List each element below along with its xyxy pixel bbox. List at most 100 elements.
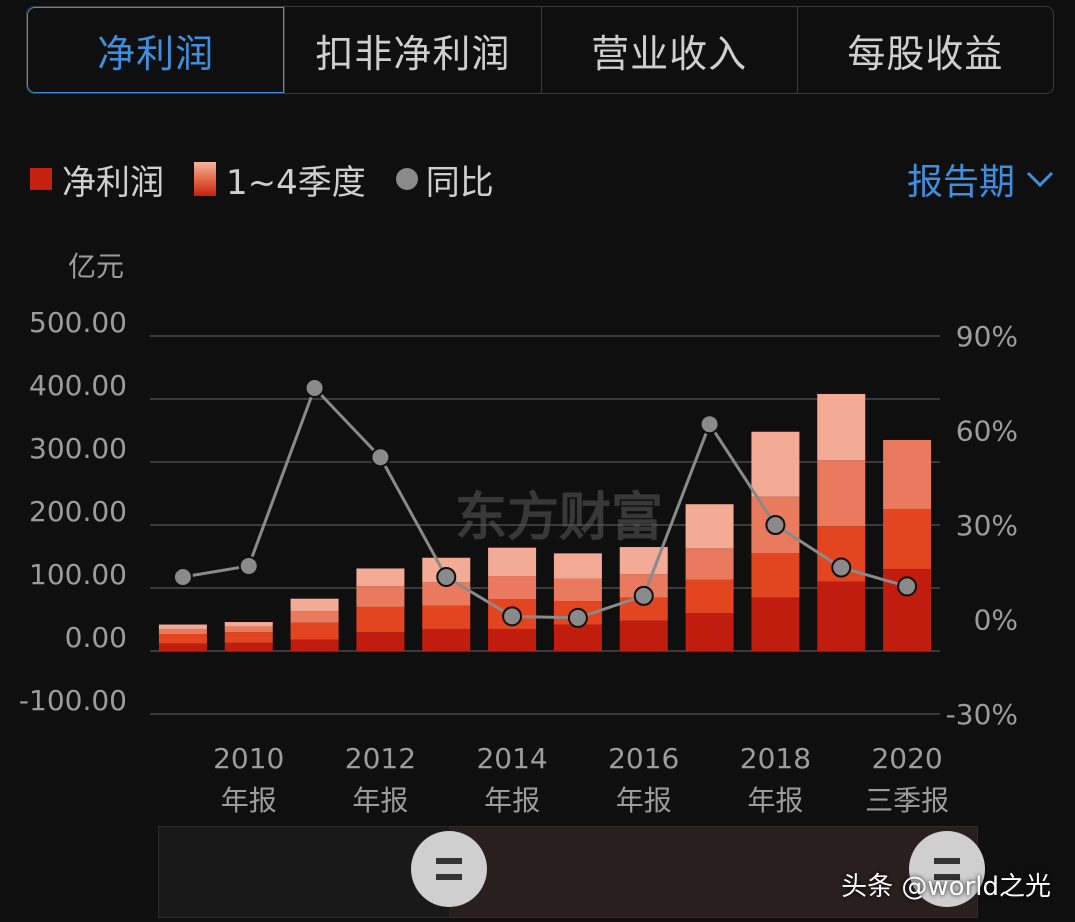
net-profit-chart: 东方财富 500.00 400.00 300.00 200.00 100.00 0.00 -… [19,250,1018,817]
bar-q2-2009[interactable] [158,633,207,644]
range-slider[interactable] [158,826,978,918]
bar-q3-2012[interactable] [356,586,405,607]
bar-q3-2015[interactable] [553,578,602,602]
bar-q1-2016[interactable] [619,620,668,651]
bar-q1-2013[interactable] [422,628,471,651]
x-tick-label-type: 年报 [484,784,540,817]
bar-q2-2010[interactable] [224,632,273,643]
yoy-point-2013[interactable] [436,566,457,587]
tab-2[interactable]: 营业收入 [540,7,797,93]
bar-q4-2017[interactable] [685,504,734,549]
y-right-tick-label: 90% [956,320,1018,353]
range-end-handle[interactable] [909,831,985,907]
y-left-tick-label: 300.00 [29,432,127,465]
x-tick-label-year: 2020 [871,742,942,775]
x-tick-label-year: 2016 [608,742,679,775]
grip-icon [934,858,960,880]
bar-q1-2019[interactable] [817,581,866,651]
y-left-tick-label: 0.00 [65,621,127,654]
chart-legend: 净利润 1~4季度 同比 [30,155,524,203]
bar-q1-2018[interactable] [751,597,800,651]
y-left-tick-label: -100.00 [19,684,127,717]
yoy-point-2017[interactable] [699,414,720,435]
bar-q4-2011[interactable] [290,598,339,612]
bar-q1-2014[interactable] [488,628,537,651]
bar-q4-2019[interactable] [817,393,866,461]
y-right-tick-label: -30% [946,698,1018,731]
bar-q4-2015[interactable] [553,553,602,579]
yoy-line [182,385,908,620]
bar-q4-2018[interactable] [751,431,800,497]
bar-q4-2012[interactable] [356,568,405,587]
yoy-point-2010[interactable] [238,555,259,576]
legend-yoy[interactable]: 同比 [395,155,494,204]
yoy-dot-icon [395,168,418,190]
source-credit: 头条 @world之光 [841,872,1051,902]
tab-3[interactable]: 每股收益 [796,7,1053,93]
bar-q4-2014[interactable] [488,547,537,577]
yoy-point-2016[interactable] [633,585,654,606]
tab-0[interactable]: 净利润 [27,7,285,93]
bar-q3-2010[interactable] [224,626,273,633]
x-tick-label-type: 三季报 [865,784,949,817]
bar-q1-2015[interactable] [553,624,602,651]
period-selector[interactable]: 报告期 [907,155,1055,203]
legend-quarters-label: 1~4季度 [226,162,366,203]
x-tick-label-year: 2018 [740,742,811,775]
bar-q2-2012[interactable] [356,606,405,633]
yoy-point-2015[interactable] [567,607,588,628]
y-left-tick-label: 200.00 [29,495,127,528]
yoy-point-2020[interactable] [897,576,918,597]
chevron-down-icon [1026,171,1054,188]
bar-q4-2009[interactable] [158,624,207,629]
yoy-point-2018[interactable] [765,515,786,535]
legend-net-profit[interactable]: 净利润 [30,155,164,204]
unit-label: 亿元 [68,250,124,283]
legend-quarters[interactable]: 1~4季度 [194,155,366,204]
quarters-swatch-icon [194,162,216,196]
y-left-tick-label: 500.00 [29,306,127,339]
bar-q4-2010[interactable] [224,622,273,627]
bar-q3-2020[interactable] [883,439,932,510]
bar-q2-2017[interactable] [685,579,734,614]
bar-q1-2012[interactable] [356,632,405,651]
y-left-tick-label: 400.00 [29,369,127,402]
net-profit-swatch-icon [30,168,52,190]
yoy-point-2012[interactable] [370,447,391,468]
bar-q3-2011[interactable] [290,611,339,623]
y-left-tick-label: 100.00 [29,558,127,591]
y-right-tick-label: 60% [956,415,1018,448]
bar-q1-2010[interactable] [224,642,273,651]
x-tick-label-type: 年报 [352,784,408,817]
bar-q3-2016[interactable] [619,574,668,598]
y-right-tick-label: 30% [956,509,1018,542]
metric-tabs: 净利润 扣非净利润 营业收入 每股收益 [26,6,1054,94]
bar-q2-2016[interactable] [619,597,668,621]
bar-q3-2009[interactable] [158,628,207,634]
legend-yoy-label: 同比 [425,162,494,203]
legend-net-profit-label: 净利润 [62,162,164,203]
bar-q3-2019[interactable] [817,460,866,527]
bar-q2-2013[interactable] [422,605,471,629]
range-slider-selection [449,827,977,917]
yoy-point-2014[interactable] [502,606,523,627]
bar-q3-2014[interactable] [488,576,537,600]
bar-q1-2009[interactable] [158,643,207,651]
x-tick-label-year: 2010 [213,742,284,775]
bar-q3-2017[interactable] [685,548,734,580]
x-tick-label-type: 年报 [747,784,803,817]
yoy-point-2009[interactable] [172,566,193,587]
y-right-tick-label: 0% [974,604,1018,637]
range-start-handle[interactable] [411,831,487,907]
watermark-text: 东方财富 [455,488,663,548]
bar-q2-2011[interactable] [290,622,339,640]
bar-q2-2018[interactable] [751,553,800,598]
bar-q1-2011[interactable] [290,639,339,651]
tab-1[interactable]: 扣非净利润 [284,7,540,93]
bar-q3-2013[interactable] [422,582,471,606]
bar-q2-2020[interactable] [883,509,932,570]
yoy-point-2019[interactable] [831,557,852,578]
period-selector-label: 报告期 [906,162,1015,203]
yoy-point-2011[interactable] [304,377,325,398]
bar-q1-2017[interactable] [685,613,734,651]
